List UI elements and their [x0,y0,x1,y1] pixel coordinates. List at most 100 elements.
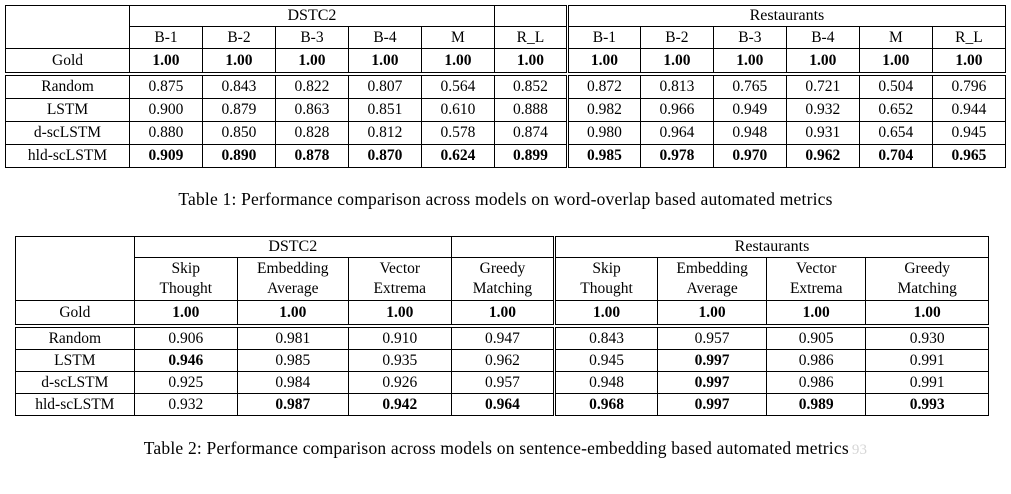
metric-header-vector-extrema: Vector Extrema [766,257,867,301]
metric-value: 0.909 [129,144,203,168]
gold-value: 1.00 [201,48,276,73]
row-label-gold: Gold [5,48,130,73]
gold-value: 1.00 [785,48,860,73]
gold-value: 1.00 [236,300,349,325]
metric-value: 0.932 [133,393,238,416]
metric-value: 0.852 [493,75,568,99]
metric-header-vector-extrema: Vector Extrema [347,257,452,301]
metric-value: 0.997 [657,349,768,372]
metric-value: 0.879 [201,98,276,122]
metric-header-line1: Greedy [904,260,950,278]
gold-value: 1.00 [858,48,933,73]
table1: DSTC2 Restaurants B-1 B-2 B-3 B-4 M R_L … [5,5,1007,168]
metric-value: 0.970 [712,144,787,168]
metric-value: 0.906 [133,327,238,350]
table2-corner-cell [15,236,135,301]
metric-value: 0.910 [347,327,452,350]
table1-corner-cell [5,5,130,49]
metric-value: 0.930 [865,327,989,350]
table-row-lstm: LSTM 0.946 0.985 0.935 0.962 0.945 0.997… [15,349,989,372]
metric-value: 0.957 [450,371,556,394]
row-label: hld-scLSTM [15,393,135,416]
metric-value: 0.828 [274,121,349,145]
table1-group-restaurants: Restaurants [565,5,1007,27]
metric-value: 0.843 [552,327,659,350]
metric-value: 0.984 [236,371,349,394]
metric-header-line2: Average [686,280,738,297]
metric-header: B-4 [347,26,422,49]
metric-header: B-1 [129,26,203,49]
metric-value: 0.965 [931,144,1007,168]
metric-value: 0.851 [347,98,422,122]
table2: DSTC2 Restaurants Skip Thought Embedding A… [15,236,989,416]
gold-value: 1.00 [274,48,349,73]
table1-group-dstc2: DSTC2 [129,5,495,27]
metric-value: 0.905 [766,327,867,350]
metric-value: 0.504 [858,75,933,99]
metric-value: 0.926 [347,371,452,394]
row-label-gold: Gold [15,300,135,325]
metric-value: 0.945 [552,349,659,372]
metric-value: 0.982 [565,98,641,122]
metric-value: 0.890 [201,144,276,168]
table-row-random: Random 0.875 0.843 0.822 0.807 0.564 0.8… [5,75,1007,99]
metric-header-embedding-average: Embedding Average [236,257,349,301]
table2-empty-header-cell [450,236,556,258]
metric-value: 0.949 [712,98,787,122]
row-label: LSTM [5,98,130,122]
table2-caption: Table 2: Performance comparison across m… [0,438,1011,459]
table1-caption: Table 1: Performance comparison across m… [178,189,833,209]
metric-value: 0.925 [133,371,238,394]
metric-value: 0.981 [236,327,349,350]
metric-value: 0.997 [657,393,768,416]
metric-header: B-4 [785,26,860,49]
metric-value: 0.564 [420,75,495,99]
metric-value: 0.942 [347,393,452,416]
metric-header-greedy-matching: Greedy Matching [865,257,989,301]
metric-value: 0.812 [347,121,422,145]
metric-value: 0.978 [639,144,714,168]
gold-value: 1.00 [865,300,989,325]
gold-value: 1.00 [129,48,203,73]
metric-header-line1: Embedding [676,260,748,278]
metric-value: 0.863 [274,98,349,122]
gold-value: 1.00 [766,300,867,325]
metric-header: B-1 [565,26,641,49]
metric-value: 0.888 [493,98,568,122]
gold-value: 1.00 [347,300,452,325]
gold-value: 1.00 [133,300,238,325]
metric-value: 0.843 [201,75,276,99]
metric-header-line2: Extrema [373,280,427,297]
metric-value: 0.807 [347,75,422,99]
metric-header-skip-thought: Skip Thought [133,257,238,301]
metric-header-greedy-matching: Greedy Matching [450,257,556,301]
row-label: d-scLSTM [15,371,135,394]
gold-value: 1.00 [565,48,641,73]
metric-value: 0.900 [129,98,203,122]
metric-value: 0.652 [858,98,933,122]
metric-header-line2: Thought [159,280,213,297]
table-row-hld-sclstm: hld-scLSTM 0.932 0.987 0.942 0.964 0.968… [15,393,989,416]
metric-header: B-2 [201,26,276,49]
table1-body-block: Random 0.875 0.843 0.822 0.807 0.564 0.8… [5,75,1007,168]
table-row-lstm: LSTM 0.900 0.879 0.863 0.851 0.610 0.888… [5,98,1007,122]
gold-value: 1.00 [639,48,714,73]
metric-value: 0.948 [552,371,659,394]
metric-value: 0.957 [657,327,768,350]
metric-header: B-3 [712,26,787,49]
metric-header-line1: Greedy [479,260,526,278]
metric-value: 0.966 [639,98,714,122]
table2-caption-text: Table 2: Performance comparison across m… [143,438,849,458]
row-label: Random [15,327,135,350]
metric-header: R_L [931,26,1007,49]
metric-value: 0.624 [420,144,495,168]
metric-value: 0.964 [450,393,556,416]
metric-value: 0.880 [129,121,203,145]
metric-header-line1: Skip [171,260,200,278]
metric-value: 0.931 [785,121,860,145]
metric-value: 0.872 [565,75,641,99]
metric-header-line1: Embedding [257,260,329,278]
metric-value: 0.822 [274,75,349,99]
metric-value: 0.850 [201,121,276,145]
metric-header-line1: Vector [795,260,837,278]
